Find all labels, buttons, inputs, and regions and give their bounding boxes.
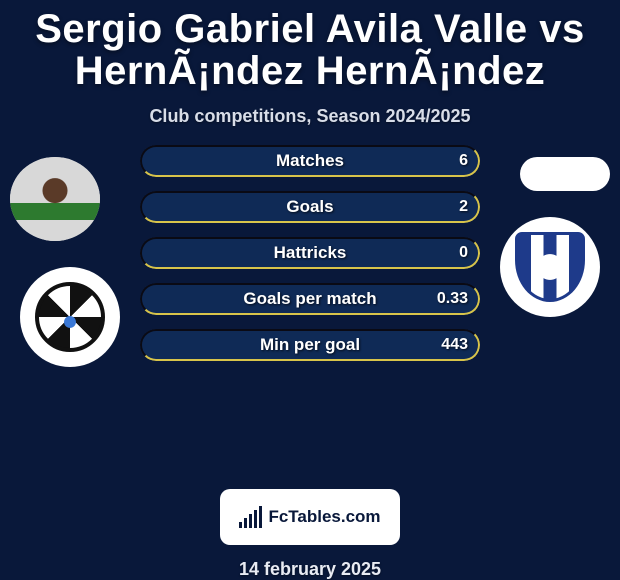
comparison-stage: Matches6Goals2Hattricks0Goals per match0… — [0, 145, 620, 233]
player-right-avatar — [520, 157, 610, 191]
stat-label: Matches — [276, 151, 344, 171]
queretaro-crest-icon — [35, 282, 105, 352]
fctables-logo: FcTables.com — [220, 489, 400, 545]
logo-bar — [254, 510, 257, 528]
logo-text: FcTables.com — [268, 507, 380, 527]
stat-pill: Goals per match 0.33 — [140, 283, 480, 315]
stat-pills: Matches 6 Goals 2 Hattricks 0 Goals per match 0… — [140, 145, 480, 361]
stat-value-right: 6 — [459, 152, 468, 170]
stat-label: Goals per match — [243, 289, 376, 309]
stat-pill: Hattricks 0 — [140, 237, 480, 269]
logo-bar — [239, 522, 242, 528]
stat-label: Min per goal — [260, 335, 360, 355]
logo-bar — [259, 506, 262, 528]
stat-value-right: 443 — [441, 336, 468, 354]
club-right-crest — [500, 217, 600, 317]
page-subtitle: Club competitions, Season 2024/2025 — [149, 106, 470, 127]
content-root: Sergio Gabriel Avila Valle vs HernÃ¡ndez… — [0, 0, 620, 580]
player-left-avatar — [10, 157, 100, 241]
pachuca-crest-icon — [515, 232, 585, 302]
stat-value-right: 0.33 — [437, 290, 468, 308]
stat-label: Hattricks — [274, 243, 347, 263]
club-left-crest — [20, 267, 120, 367]
stat-pill: Min per goal 443 — [140, 329, 480, 361]
logo-bar — [249, 514, 252, 528]
footer-date: 14 february 2025 — [239, 559, 381, 580]
page-title: Sergio Gabriel Avila Valle vs HernÃ¡ndez… — [0, 0, 620, 92]
stat-value-right: 0 — [459, 244, 468, 262]
stat-pill: Matches 6 — [140, 145, 480, 177]
logo-bar — [244, 518, 247, 528]
logo-bars-icon — [239, 506, 262, 528]
player-left-photo — [10, 157, 100, 241]
stat-label: Goals — [286, 197, 333, 217]
stat-pill: Goals 2 — [140, 191, 480, 223]
stat-value-right: 2 — [459, 198, 468, 216]
